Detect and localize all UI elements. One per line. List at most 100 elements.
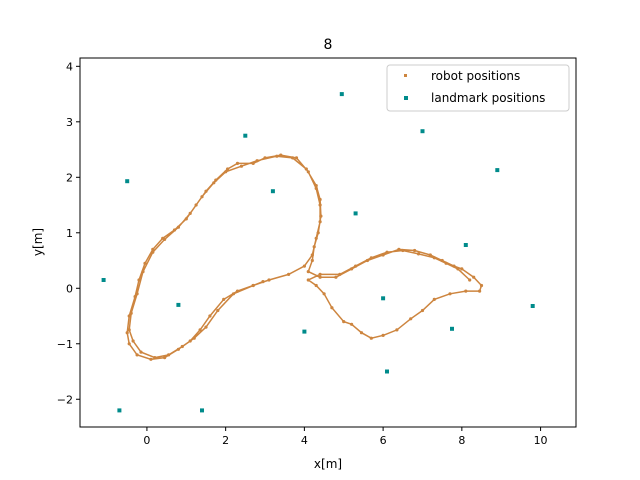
landmark-point bbox=[302, 329, 307, 334]
robot-position-point bbox=[330, 306, 334, 310]
robot-position-point bbox=[188, 211, 192, 215]
robot-position-point bbox=[464, 289, 468, 293]
robot-position-point bbox=[413, 248, 417, 253]
robot-position-point bbox=[312, 245, 316, 249]
robot-position-point bbox=[444, 261, 448, 265]
landmark-point bbox=[420, 129, 425, 134]
x-tick-label: 6 bbox=[380, 434, 387, 447]
robot-position-point bbox=[239, 164, 243, 168]
legend-landmark-marker bbox=[404, 96, 408, 100]
robot-position-point bbox=[316, 231, 320, 235]
landmark-point bbox=[200, 408, 204, 413]
robot-position-point bbox=[287, 272, 291, 276]
robot-position-point bbox=[127, 328, 131, 332]
robot-position-point bbox=[194, 203, 198, 207]
y-tick-label: 4 bbox=[66, 60, 73, 73]
robot-trajectory-line bbox=[126, 154, 483, 361]
robot-position-point bbox=[365, 258, 369, 263]
robot-position-point bbox=[208, 314, 212, 318]
robot-position-point bbox=[334, 275, 338, 279]
robot-position-point bbox=[314, 283, 318, 288]
robot-position-point bbox=[479, 283, 484, 288]
robot-position-point bbox=[275, 154, 279, 158]
robot-position-point bbox=[131, 339, 135, 343]
robot-position-point bbox=[304, 167, 308, 171]
robot-position-point bbox=[432, 297, 436, 301]
robot-position-point bbox=[306, 170, 310, 174]
landmark-point bbox=[339, 92, 344, 97]
robot-position-point bbox=[279, 153, 283, 157]
legend-robot-label: robot positions bbox=[431, 69, 520, 83]
robot-position-point bbox=[251, 283, 255, 288]
robot-position-point bbox=[381, 333, 385, 337]
landmark-point bbox=[270, 189, 275, 194]
robot-position-point bbox=[137, 278, 141, 282]
landmark-point bbox=[530, 304, 535, 308]
robot-position-point bbox=[176, 347, 180, 351]
robot-position-point bbox=[127, 314, 131, 318]
robot-position-point bbox=[478, 289, 482, 293]
y-axis-label: y[m] bbox=[31, 228, 45, 256]
robot-position-point bbox=[460, 267, 464, 271]
robot-position-point bbox=[452, 264, 456, 268]
robot-position-point bbox=[472, 275, 476, 279]
robot-position-point bbox=[338, 272, 342, 276]
robot-position-point bbox=[354, 264, 358, 268]
robot-position-point bbox=[188, 339, 192, 343]
robot-position-point bbox=[224, 170, 228, 174]
y-tick-label: −1 bbox=[57, 338, 73, 351]
landmark-point bbox=[243, 133, 248, 138]
legend-box bbox=[386, 64, 570, 112]
robot-position-point bbox=[381, 253, 385, 257]
robot-position-point bbox=[318, 220, 322, 224]
axes-frame bbox=[79, 57, 577, 428]
robot-position-point bbox=[267, 278, 271, 282]
plot-area bbox=[101, 92, 535, 413]
landmark-point bbox=[176, 302, 181, 307]
robot-position-point bbox=[319, 214, 323, 218]
robot-position-point bbox=[306, 278, 310, 282]
robot-position-point bbox=[310, 253, 314, 257]
robot-position-point bbox=[263, 156, 267, 160]
robot-position-point bbox=[318, 275, 322, 279]
robot-position-point bbox=[310, 258, 314, 263]
robot-position-point bbox=[135, 353, 139, 357]
robot-position-point bbox=[127, 342, 131, 346]
landmark-point bbox=[463, 243, 468, 247]
robot-position-point bbox=[204, 189, 208, 193]
landmark-point bbox=[450, 326, 454, 331]
robot-position-point bbox=[306, 270, 310, 274]
robot-position-point bbox=[322, 292, 326, 296]
robot-position-point bbox=[151, 250, 155, 254]
robot-position-point bbox=[359, 331, 364, 335]
chart-title: 8 bbox=[324, 37, 333, 53]
robot-position-point bbox=[318, 197, 322, 202]
robot-position-point bbox=[342, 320, 346, 324]
robot-position-point bbox=[314, 236, 318, 240]
robot-position-point bbox=[226, 167, 230, 171]
robot-position-point bbox=[180, 344, 184, 349]
robot-position-point bbox=[255, 159, 259, 163]
landmark-point bbox=[125, 179, 130, 184]
y-tick-label: 1 bbox=[66, 227, 73, 240]
robot-position-point bbox=[135, 292, 139, 296]
landmark-point bbox=[381, 296, 386, 301]
legend-landmark-label: landmark positions bbox=[431, 91, 545, 105]
robot-position-point bbox=[395, 328, 399, 332]
robot-position-point bbox=[167, 353, 171, 357]
y-tick-label: 2 bbox=[66, 171, 73, 184]
robot-position-point bbox=[440, 258, 444, 263]
robot-position-point bbox=[216, 308, 220, 313]
robot-position-point bbox=[428, 253, 432, 257]
robot-position-point bbox=[184, 217, 188, 221]
robot-position-point bbox=[409, 317, 413, 321]
robot-position-point bbox=[143, 261, 147, 265]
legend: robot positions landmark positions bbox=[386, 64, 570, 112]
robot-position-point bbox=[212, 181, 216, 185]
x-tick-label: 2 bbox=[222, 434, 229, 447]
robot-position-point bbox=[420, 308, 425, 313]
robot-position-point bbox=[176, 225, 180, 229]
axes: 0 2 4 6 8 10 −2 −1 0 1 2 3 4 bbox=[57, 57, 577, 447]
robot-position-point bbox=[369, 336, 373, 340]
